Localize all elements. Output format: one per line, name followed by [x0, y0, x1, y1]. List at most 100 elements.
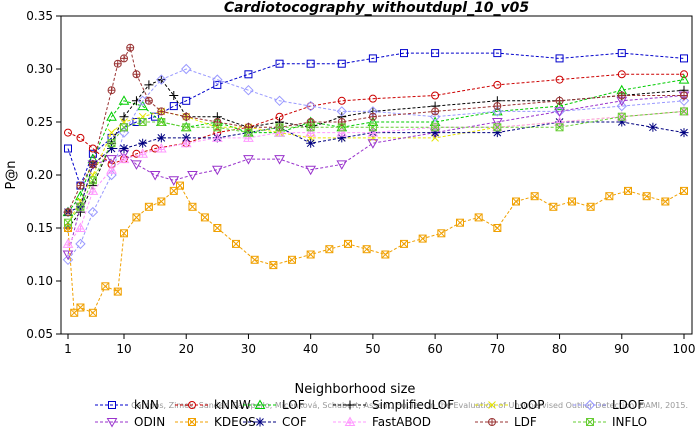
data-point	[493, 224, 502, 232]
x-tick-label: 30	[241, 342, 256, 356]
data-point	[680, 70, 688, 79]
data-point	[431, 91, 440, 100]
data-point	[493, 224, 502, 232]
data-point	[306, 250, 315, 259]
data-point	[213, 224, 222, 232]
series-line	[67, 68, 685, 261]
data-point	[568, 197, 576, 206]
data-point	[307, 118, 315, 126]
data-point	[616, 100, 627, 112]
data-point	[131, 160, 142, 170]
data-point	[181, 63, 192, 75]
series-line	[67, 79, 685, 213]
data-point	[157, 118, 166, 126]
data-point	[213, 80, 222, 89]
data-point	[107, 144, 117, 153]
data-point	[244, 70, 253, 79]
data-point	[306, 123, 315, 132]
data-point	[88, 176, 97, 185]
series-kdeos	[64, 181, 688, 317]
data-point	[617, 112, 626, 121]
plot-frame	[60, 15, 693, 335]
data-point	[101, 282, 110, 291]
data-point	[456, 218, 464, 227]
data-point	[108, 401, 116, 409]
data-point	[169, 102, 178, 111]
legend: kNN kNNW LOF SimplifiedLOF LoOP LDOF ODIN KDEOS…	[95, 398, 647, 429]
data-point	[568, 197, 576, 206]
data-point	[680, 187, 688, 195]
data-point	[530, 192, 539, 201]
data-point	[120, 229, 128, 238]
data-point	[76, 202, 85, 211]
data-point	[157, 107, 165, 115]
chart-title: Cardiotocography_withoutdupl_10_v05	[224, 0, 530, 16]
data-point	[76, 303, 85, 312]
data-point	[187, 171, 198, 181]
y-tick-label: 0.15	[26, 221, 53, 235]
data-point	[306, 123, 315, 132]
data-point	[661, 197, 670, 206]
data-point	[325, 245, 334, 254]
data-point	[431, 123, 439, 132]
series-line	[67, 184, 685, 314]
legend-item: kNN	[95, 398, 159, 412]
y-tick-label: 0.30	[26, 62, 53, 76]
data-point	[617, 117, 627, 127]
data-point	[106, 155, 117, 165]
series-cof	[63, 117, 689, 217]
data-point	[337, 123, 346, 132]
data-point	[188, 418, 196, 426]
data-point	[493, 123, 502, 132]
data-point	[493, 80, 502, 89]
data-point	[182, 123, 191, 132]
data-point	[617, 70, 626, 79]
data-point	[107, 139, 116, 148]
data-point	[648, 122, 658, 132]
data-point	[168, 176, 180, 186]
data-point	[586, 202, 595, 211]
legend-item: KDEOS	[175, 415, 256, 429]
data-point	[188, 401, 196, 409]
data-point	[275, 123, 284, 132]
data-point	[512, 197, 520, 206]
data-point	[274, 95, 285, 107]
data-point	[344, 239, 352, 248]
series-line	[67, 121, 685, 213]
x-tick-label: 90	[614, 342, 629, 356]
data-point	[306, 138, 316, 148]
data-point	[158, 146, 164, 152]
data-point	[555, 54, 564, 63]
data-point	[368, 123, 377, 132]
data-point	[88, 308, 97, 317]
x-tick-label: 60	[427, 342, 442, 356]
data-point	[586, 418, 594, 426]
series-layer	[62, 43, 690, 317]
data-point	[76, 303, 85, 312]
x-tick-label: 20	[179, 342, 194, 356]
data-point	[119, 112, 129, 122]
axis-ticks: 1 10 20 30 40 50 60 70 80 90 100 0.05 0.10 0.15 0.20 0.…	[26, 9, 695, 356]
data-point	[493, 123, 502, 132]
data-point	[114, 60, 122, 68]
data-point	[106, 111, 117, 121]
data-point	[338, 118, 346, 126]
data-point	[211, 165, 223, 176]
data-point	[145, 97, 153, 105]
data-point	[429, 111, 441, 122]
data-point	[586, 202, 595, 211]
series-line	[67, 95, 685, 255]
data-point	[488, 401, 496, 409]
data-point	[89, 176, 97, 185]
data-point	[176, 181, 184, 190]
legend-label: kNNW	[214, 398, 251, 412]
legend-item: ODIN	[95, 415, 165, 429]
data-point	[624, 187, 632, 195]
data-point	[214, 135, 220, 142]
data-point	[138, 118, 147, 126]
legend-label: LDOF	[612, 398, 644, 412]
x-tick-label: 40	[303, 342, 318, 356]
data-point	[555, 75, 564, 84]
x-tick-label: 50	[365, 342, 380, 356]
data-point	[250, 255, 259, 264]
